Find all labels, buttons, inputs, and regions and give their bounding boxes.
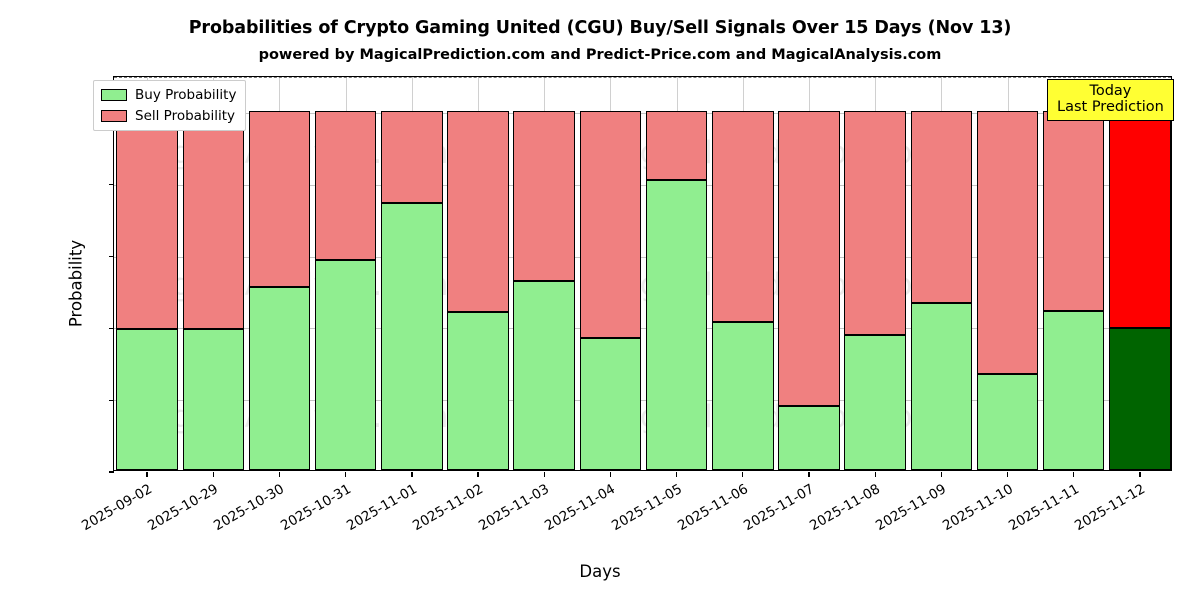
bar-group[interactable] bbox=[182, 77, 245, 470]
bar-segment-sell[interactable] bbox=[513, 110, 575, 281]
y-tick-mark bbox=[109, 327, 114, 330]
bar-segment-sell[interactable] bbox=[910, 110, 973, 304]
x-tick-mark bbox=[345, 472, 347, 477]
bar-group[interactable] bbox=[248, 77, 311, 470]
x-tick-mark bbox=[940, 472, 943, 477]
y-tick-mark bbox=[109, 184, 114, 186]
bar-segment-buy[interactable] bbox=[910, 303, 973, 470]
x-tick-mark bbox=[1139, 472, 1141, 477]
bar-segment-buy[interactable] bbox=[182, 329, 245, 470]
y-tick-mark bbox=[109, 255, 114, 258]
x-tick-mark bbox=[1073, 472, 1075, 477]
x-tick-mark bbox=[477, 472, 479, 477]
bar-group[interactable] bbox=[976, 77, 1039, 470]
bar-segment-buy[interactable] bbox=[381, 202, 443, 470]
y-axis-label: Probability bbox=[66, 239, 86, 328]
x-tick-mark bbox=[742, 472, 744, 477]
bar-segment-buy[interactable] bbox=[844, 334, 906, 470]
bar-segment-buy[interactable] bbox=[712, 321, 774, 470]
x-tick-mark bbox=[146, 472, 148, 477]
plot-inner: MagicalAnalysis.com MagicalPrediction.co… bbox=[114, 77, 1171, 470]
bar-segment-sell[interactable] bbox=[778, 110, 840, 406]
chart-subtitle: powered by MagicalPrediction.com and Pre… bbox=[258, 47, 942, 63]
legend-label-buy: Buy Probability bbox=[135, 87, 237, 103]
y-tick-mark bbox=[109, 471, 114, 473]
reference-line-dashed bbox=[114, 77, 1171, 78]
y-tick-mark bbox=[109, 399, 114, 401]
legend-swatch-buy-icon bbox=[101, 89, 127, 101]
bar-segment-sell[interactable] bbox=[1042, 110, 1105, 311]
bar-segment-buy[interactable] bbox=[116, 328, 178, 470]
bar-segment-sell[interactable] bbox=[976, 110, 1039, 374]
x-tick-mark bbox=[874, 472, 876, 477]
bar-segment-sell[interactable] bbox=[182, 110, 245, 330]
today-annotation: Today Last Prediction bbox=[1047, 79, 1174, 121]
today-annotation-line1: Today bbox=[1089, 83, 1132, 99]
bar-group[interactable] bbox=[381, 77, 443, 470]
bars-layer bbox=[114, 77, 1171, 470]
bar-group[interactable] bbox=[579, 77, 642, 470]
bar-segment-sell[interactable] bbox=[314, 110, 377, 260]
chart-title: Probabilities of Crypto Gaming United (C… bbox=[188, 18, 1012, 38]
bar-segment-sell[interactable] bbox=[579, 110, 642, 338]
bar-group[interactable] bbox=[712, 77, 774, 470]
x-tick-mark bbox=[411, 472, 413, 477]
bar-segment-buy[interactable] bbox=[1109, 327, 1171, 470]
bar-group[interactable] bbox=[1042, 77, 1105, 470]
gridline-horizontal bbox=[114, 256, 1171, 258]
legend-swatch-sell-icon bbox=[101, 110, 127, 122]
bar-group[interactable] bbox=[513, 77, 575, 470]
x-tick-mark bbox=[609, 472, 612, 477]
bar-segment-sell[interactable] bbox=[844, 110, 906, 335]
gridline-horizontal bbox=[114, 400, 1171, 402]
bar-group[interactable] bbox=[645, 77, 708, 470]
bar-segment-buy[interactable] bbox=[314, 259, 377, 470]
x-axis-label: Days bbox=[579, 562, 621, 581]
bar-segment-sell[interactable] bbox=[712, 110, 774, 322]
bar-group[interactable] bbox=[778, 77, 840, 470]
today-annotation-line2: Last Prediction bbox=[1057, 99, 1164, 116]
plot-area: MagicalAnalysis.com MagicalPrediction.co… bbox=[67, 76, 1172, 534]
x-tick-mark bbox=[543, 472, 545, 477]
bar-group[interactable] bbox=[844, 77, 906, 470]
legend-item-buy: Buy Probability bbox=[101, 87, 236, 103]
bar-segment-sell[interactable] bbox=[381, 110, 443, 203]
bar-segment-sell[interactable] bbox=[248, 110, 311, 288]
bar-group[interactable] bbox=[116, 77, 178, 470]
gridline-horizontal bbox=[114, 328, 1171, 330]
gridline-horizontal bbox=[114, 184, 1171, 186]
bar-segment-buy[interactable] bbox=[778, 405, 840, 470]
gridline-horizontal bbox=[114, 112, 1171, 114]
bar-segment-buy[interactable] bbox=[579, 337, 642, 470]
bar-segment-buy[interactable] bbox=[1042, 310, 1105, 470]
x-tick-mark bbox=[675, 472, 678, 477]
bar-segment-buy[interactable] bbox=[447, 311, 509, 470]
chart-legend: Buy Probability Sell Probability bbox=[93, 80, 247, 131]
bar-segment-sell[interactable] bbox=[1109, 110, 1171, 328]
bar-segment-buy[interactable] bbox=[976, 373, 1039, 470]
bar-group[interactable] bbox=[314, 77, 377, 470]
bar-group[interactable] bbox=[1109, 77, 1171, 470]
legend-item-sell: Sell Probability bbox=[101, 108, 236, 124]
x-tick-mark bbox=[1006, 472, 1009, 477]
bar-group[interactable] bbox=[447, 77, 509, 470]
bar-segment-buy[interactable] bbox=[513, 280, 575, 470]
bar-segment-buy[interactable] bbox=[645, 180, 708, 470]
x-tick-mark bbox=[278, 472, 281, 477]
bar-segment-sell[interactable] bbox=[645, 110, 708, 181]
bar-segment-sell[interactable] bbox=[447, 110, 509, 312]
x-tick-mark bbox=[808, 472, 810, 477]
bar-group[interactable] bbox=[910, 77, 973, 470]
x-tick-mark bbox=[212, 472, 214, 477]
bar-segment-buy[interactable] bbox=[248, 287, 311, 470]
legend-label-sell: Sell Probability bbox=[135, 108, 236, 124]
bar-segment-sell[interactable] bbox=[116, 110, 178, 329]
